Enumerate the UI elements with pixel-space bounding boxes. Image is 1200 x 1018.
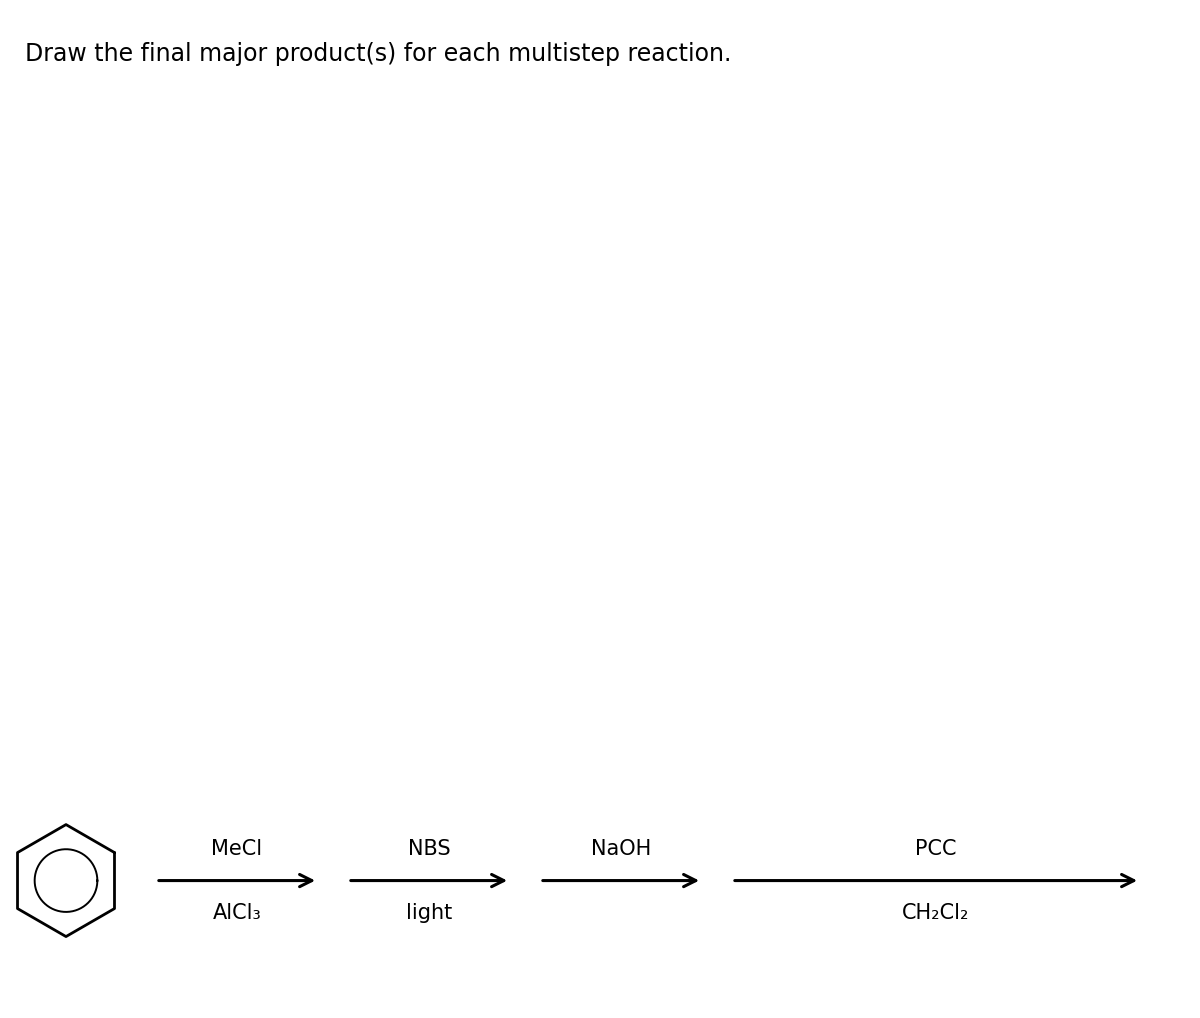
Text: light: light [406, 903, 452, 922]
Text: MeCl: MeCl [211, 839, 263, 858]
Text: NBS: NBS [408, 839, 450, 858]
Text: Draw the final major product(s) for each multistep reaction.: Draw the final major product(s) for each… [25, 42, 731, 66]
Text: CH₂Cl₂: CH₂Cl₂ [902, 903, 970, 922]
Text: AlCl₃: AlCl₃ [212, 903, 262, 922]
Text: PCC: PCC [916, 839, 956, 858]
Text: NaOH: NaOH [590, 839, 652, 858]
